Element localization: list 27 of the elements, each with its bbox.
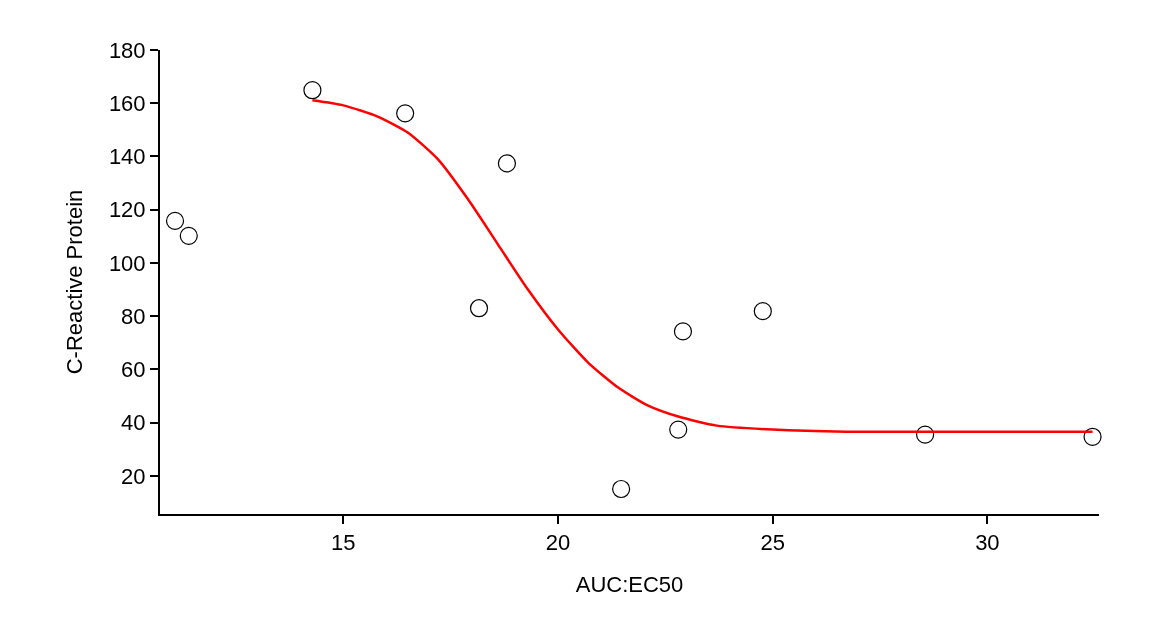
point — [669, 420, 688, 439]
point — [396, 104, 415, 123]
y-tick-label: 100 — [108, 250, 146, 276]
x-tick-label: 30 — [975, 530, 1000, 556]
point — [303, 81, 322, 100]
y-tick-label: 120 — [108, 197, 146, 223]
y-tick-label: 80 — [121, 303, 146, 329]
x-axis-title: AUC:EC50 — [575, 571, 684, 597]
x-tick-label: 15 — [331, 530, 356, 556]
point — [612, 479, 631, 499]
point — [469, 299, 489, 318]
y-tick-label: 140 — [108, 144, 146, 170]
y-tick-label: 60 — [121, 357, 146, 383]
point — [753, 302, 772, 321]
y-tick-label: 20 — [121, 463, 146, 489]
y-axis-title: C-Reactive Protein — [62, 189, 88, 375]
point — [916, 425, 935, 444]
x-tick-label: 25 — [760, 530, 785, 556]
y-tick-label: 40 — [121, 410, 146, 436]
point — [1083, 427, 1102, 446]
x-tick-label: 20 — [545, 530, 571, 556]
y-tick-label: 180 — [108, 37, 146, 63]
y-tick-label: 160 — [108, 90, 146, 116]
point — [179, 226, 198, 245]
point — [673, 322, 693, 341]
point — [165, 211, 185, 230]
point — [497, 154, 517, 173]
